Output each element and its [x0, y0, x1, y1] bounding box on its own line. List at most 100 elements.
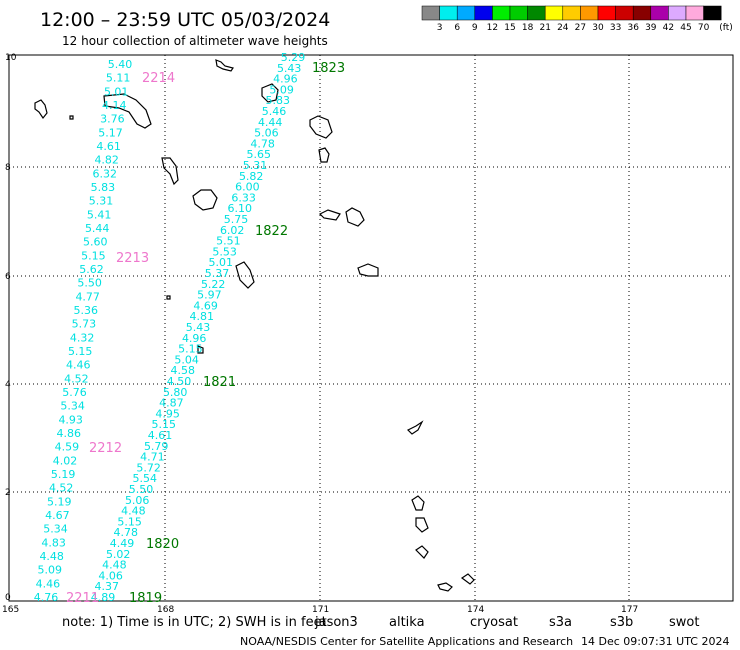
wave-height-label: 5.76 [62, 386, 87, 399]
wave-height-label: 5.01 [209, 256, 234, 269]
pass-label: 1821 [203, 375, 236, 390]
x-tick-label: 165 [2, 605, 19, 615]
pass-label: 1819 [129, 591, 162, 606]
wave-height-label: 4.86 [57, 427, 82, 440]
scale-label: 24 [557, 23, 569, 33]
island-outline [411, 495, 425, 511]
wave-height-label: 5.36 [74, 304, 99, 317]
wave-height-label: 4.96 [182, 332, 207, 345]
wave-height-label: 5.65 [247, 148, 272, 161]
wave-height-label: 5.82 [239, 170, 264, 183]
wave-height-label: 5.73 [72, 318, 97, 331]
wave-height-label: 4.50 [167, 375, 192, 388]
wave-height-label: 5.06 [125, 494, 150, 507]
wave-height-label: 5.15 [178, 343, 203, 356]
island-outline [235, 261, 255, 289]
satellite-legend: jason3 altika cryosat s3a s3b swot [314, 615, 699, 630]
pass-label: 2214 [142, 71, 175, 86]
y-tick-label: 0 [5, 593, 11, 603]
x-tick-label: 168 [157, 605, 174, 615]
island-outline [318, 209, 341, 221]
wave-height-label: 5.17 [98, 126, 123, 139]
wave-height-label: 5.75 [224, 213, 249, 226]
scale-label: 33 [610, 23, 621, 33]
island-outline [345, 207, 365, 227]
scale-swatch [580, 5, 599, 21]
scale-swatch [597, 5, 616, 21]
pass-label: 1820 [146, 537, 179, 552]
wave-height-label: 6.10 [228, 202, 253, 215]
x-tick-label: 177 [621, 605, 638, 615]
scale-label: 27 [575, 23, 586, 33]
wave-height-label: 4.77 [75, 290, 100, 303]
satellite-legend-item: swot [669, 615, 699, 630]
x-tick-label: 174 [467, 605, 484, 615]
wave-height-label: 5.22 [201, 278, 226, 291]
scale-label: 6 [454, 23, 460, 33]
wave-height-label: 5.83 [91, 181, 116, 194]
wave-height-label: 4.06 [98, 569, 123, 582]
pass-label: 2213 [116, 251, 149, 266]
wave-height-label: 5.37 [205, 267, 230, 280]
wave-height-label: 5.09 [38, 564, 63, 577]
y-tick-label: 2 [5, 488, 11, 498]
wave-height-label: 4.49 [110, 537, 135, 550]
wave-height-label: 4.37 [95, 580, 120, 593]
wave-height-label: 5.50 [129, 483, 154, 496]
island-outline [415, 545, 429, 559]
wave-height-label: 4.78 [250, 137, 275, 150]
wave-height-label: 5.04 [174, 353, 199, 366]
pass-label: 1822 [255, 224, 288, 239]
altimeter-tracks: 5.405.115.014.143.765.174.614.826.325.83… [34, 51, 306, 604]
island-outline [197, 345, 204, 354]
wave-height-label: 4.61 [148, 429, 173, 442]
scale-label: 42 [663, 23, 674, 33]
wave-height-label: 5.31 [89, 195, 114, 208]
wave-height-label: 5.34 [60, 400, 85, 413]
island-outline [261, 83, 279, 103]
y-axis-ticks: 0 2 4 6 8 10 [5, 53, 17, 603]
wave-height-label: 4.83 [41, 536, 66, 549]
wave-height-label: 5.31 [243, 159, 268, 172]
satellite-legend-item: cryosat [470, 615, 518, 630]
scale-swatch [474, 5, 493, 21]
wave-height-label: 4.59 [55, 441, 80, 454]
wave-height-label: 6.33 [231, 191, 256, 204]
island-outline [166, 295, 171, 300]
scale-label: 39 [645, 23, 657, 33]
wave-height-label: 5.15 [81, 249, 106, 262]
wave-height-label: 4.44 [258, 116, 283, 129]
wave-height-label: 6.02 [220, 224, 245, 237]
wave-height-label: 5.15 [152, 418, 177, 431]
pass-labels: 2214 2213 2212 2211 1823 1822 1821 1820 … [66, 61, 345, 606]
scale-label: 30 [592, 23, 604, 33]
pass-label: 1823 [312, 61, 345, 76]
wave-height-label: 5.44 [85, 222, 110, 235]
scale-label: 9 [472, 23, 478, 33]
scale-swatch [509, 5, 528, 21]
wave-height-label: 5.43 [277, 62, 302, 75]
plot-border [8, 54, 734, 602]
y-tick-label: 6 [5, 272, 11, 282]
satellite-legend-item: altika [389, 615, 425, 630]
island-outline [192, 189, 218, 211]
wave-height-label: 5.11 [106, 72, 131, 85]
wave-height-label: 5.06 [254, 127, 279, 140]
scale-swatch [492, 5, 511, 21]
wave-height-label: 4.76 [34, 591, 59, 604]
wave-height-label: 5.29 [281, 51, 306, 64]
wave-height-label: 5.15 [68, 345, 93, 358]
wave-height-label: 4.82 [94, 154, 119, 167]
scale-label: 70 [698, 23, 710, 33]
wave-height-label: 4.71 [140, 451, 165, 464]
island-outline [309, 115, 333, 139]
wave-height-label: 4.52 [64, 372, 89, 385]
wave-height-label: 4.48 [102, 559, 127, 572]
scale-label: 21 [539, 23, 550, 33]
x-tick-label: 171 [312, 605, 329, 615]
credit-text: NOAA/NESDIS Center for Satellite Applica… [240, 635, 573, 648]
wave-height-label: 4.32 [70, 331, 95, 344]
wave-height-label: 4.81 [190, 310, 215, 323]
wave-height-label: 5.72 [136, 461, 161, 474]
